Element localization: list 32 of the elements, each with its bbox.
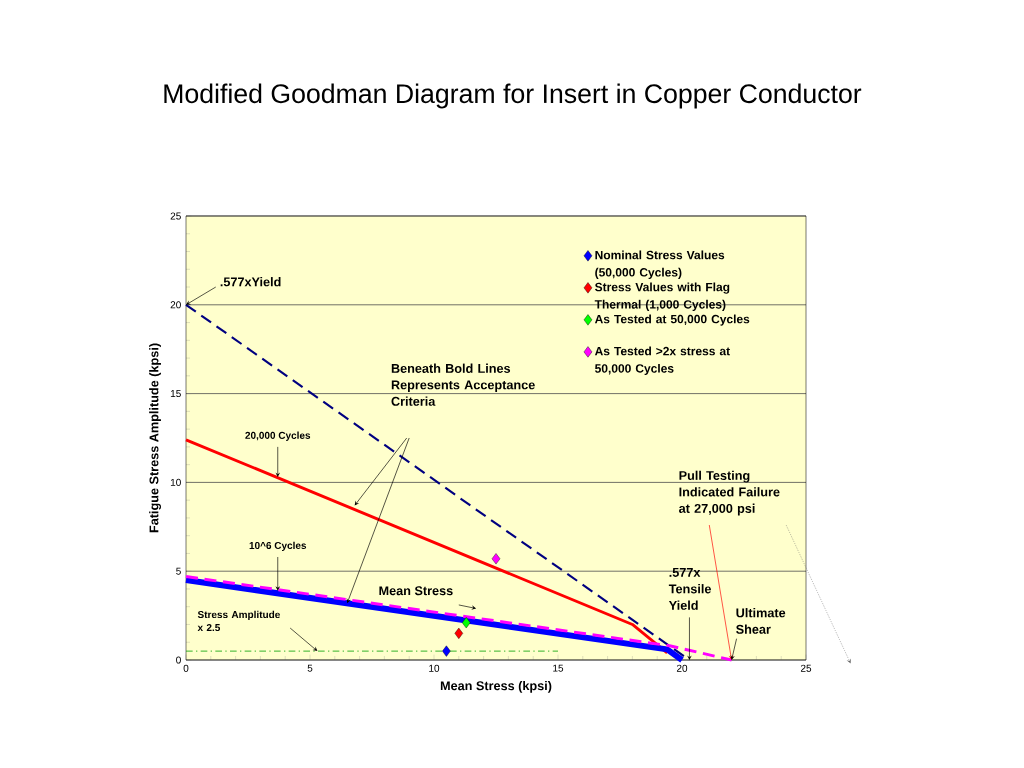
annotation: Ultimate Shear — [736, 608, 786, 634]
point — [462, 617, 471, 629]
annotation: Stress Amplitude x 2.5 — [197, 610, 280, 632]
x-tick-label: 5 — [307, 664, 313, 672]
annotation: Mean Stress — [379, 586, 453, 596]
y-tick-label: 15 — [170, 390, 181, 398]
legend-label: Nominal Stress Values (50,000 Cycles) — [595, 250, 725, 279]
x-tick-label: 25 — [800, 664, 812, 672]
point — [442, 645, 451, 657]
legend-label: Stress Values with Flag Thermal (1,000 Cycles) — [594, 282, 730, 312]
y-tick-label: 20 — [170, 301, 181, 309]
y-tick-label: 0 — [176, 656, 181, 664]
point — [491, 553, 501, 565]
x-tick-label: 0 — [183, 664, 189, 672]
legend-label: As Tested >2x stress at 50,000 Cycles — [594, 346, 730, 376]
chart-title: Modified Goodman Diagram for Insert in Copper Conductor — [164, 83, 862, 109]
point — [454, 627, 463, 639]
annotation: Beneath Bold Lines Represents Acceptance Criteria — [391, 363, 535, 406]
y-axis-title: Fatigue Stress Amplitude (kpsi) — [149, 343, 162, 533]
x-tick-label: 15 — [553, 664, 564, 672]
legend-label: As Tested at 50,000 Cycles — [594, 314, 750, 326]
x-axis-title: Mean Stress (kpsi) — [440, 680, 552, 693]
annotation: 10^6 Cycles — [249, 541, 307, 551]
y-tick-label: 25 — [170, 212, 181, 220]
y-tick-label: 5 — [176, 567, 181, 575]
annotation: Pull Testing Indicated Failure at 27,000 psi — [679, 470, 780, 516]
annotation: 20,000 Cycles — [245, 431, 311, 441]
x-tick-label: 20 — [676, 664, 688, 672]
annotation: .577xYield — [220, 277, 281, 287]
y-tick-label: 10 — [170, 478, 181, 486]
annotation: .577x Tensile Yield — [668, 568, 711, 610]
x-tick-label: 10 — [429, 664, 440, 672]
